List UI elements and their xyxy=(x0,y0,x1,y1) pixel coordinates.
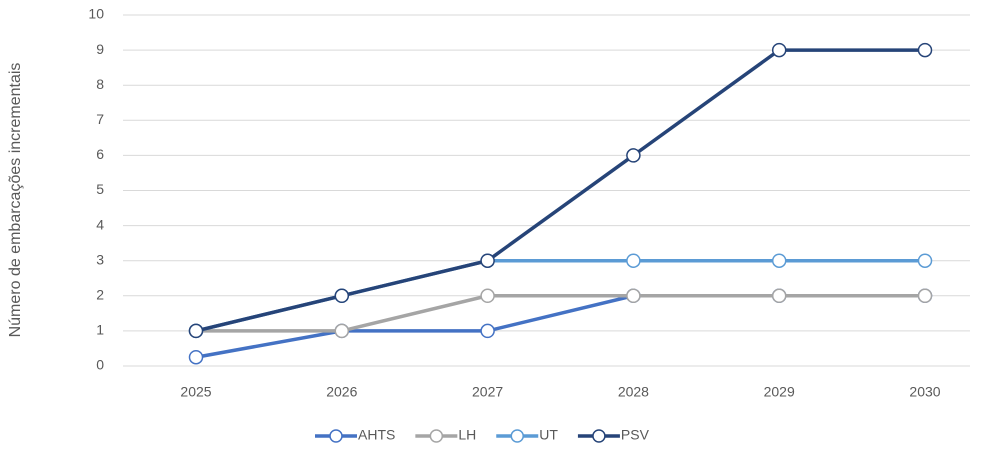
x-tick-label: 2025 xyxy=(180,384,211,400)
y-axis-label: Número de embarcações incrementais xyxy=(7,63,24,338)
legend-label: AHTS xyxy=(358,427,395,443)
x-tick-label: 2029 xyxy=(764,384,795,400)
marker xyxy=(917,42,933,58)
legend-marker xyxy=(510,429,524,443)
marker xyxy=(188,323,204,339)
y-tick-label: 5 xyxy=(96,181,104,197)
x-tick-label: 2027 xyxy=(472,384,503,400)
y-tick-label: 3 xyxy=(96,251,104,267)
y-tick-label: 9 xyxy=(96,41,104,57)
marker xyxy=(480,323,495,339)
marker xyxy=(771,288,787,304)
y-tick-label: 6 xyxy=(96,146,104,162)
y-tick-label: 10 xyxy=(88,6,104,22)
series-line xyxy=(195,48,925,333)
marker xyxy=(917,288,933,304)
marker xyxy=(771,253,787,268)
y-tick-label: 4 xyxy=(96,216,104,232)
y-tick-label: 7 xyxy=(96,111,104,127)
legend-marker xyxy=(592,429,606,443)
x-tick-label: 2026 xyxy=(326,384,357,400)
legend-marker xyxy=(429,429,444,443)
legend-label: LH xyxy=(458,427,476,443)
y-tick-label: 2 xyxy=(96,287,104,303)
marker xyxy=(626,148,641,163)
legend-marker xyxy=(329,429,343,443)
series-line xyxy=(196,294,925,333)
marker xyxy=(771,42,787,58)
y-tick-label: 0 xyxy=(96,357,104,373)
y-tick-label: 1 xyxy=(96,322,104,338)
marker xyxy=(626,288,641,304)
marker xyxy=(334,323,350,339)
x-tick-label: 2030 xyxy=(909,384,940,400)
x-tick-label: 2028 xyxy=(618,384,649,400)
marker xyxy=(480,288,495,304)
legend-label: UT xyxy=(539,427,558,443)
y-tick-label: 8 xyxy=(96,76,104,92)
marker xyxy=(917,253,933,268)
marker xyxy=(188,349,204,365)
marker xyxy=(626,253,641,268)
legend-label: PSV xyxy=(621,427,650,443)
marker xyxy=(334,288,350,304)
marker xyxy=(480,253,495,268)
